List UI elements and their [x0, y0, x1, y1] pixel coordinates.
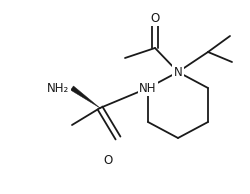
Text: O: O	[150, 11, 160, 24]
Text: NH: NH	[139, 81, 157, 94]
Polygon shape	[70, 86, 100, 108]
Text: NH₂: NH₂	[47, 81, 69, 94]
Text: O: O	[104, 153, 112, 166]
Text: N: N	[174, 66, 182, 79]
